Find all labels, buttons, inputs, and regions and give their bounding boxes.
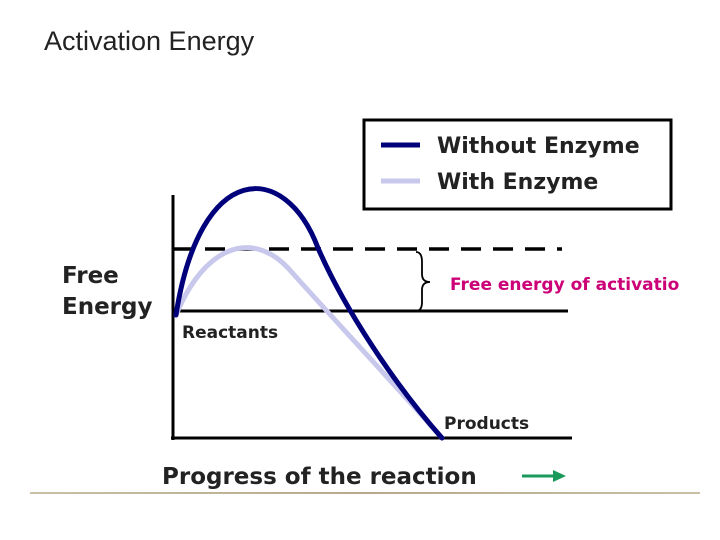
legend: Without Enzyme With Enzyme <box>362 118 673 211</box>
products-label: Products <box>444 414 529 434</box>
y-axis-label-line2: Energy <box>62 294 152 320</box>
activation-label: Free energy of activatio <box>450 275 679 295</box>
reactants-label: Reactants <box>182 323 278 343</box>
without-enzyme-curve <box>173 186 445 441</box>
legend-box <box>362 118 673 211</box>
with-enzyme-curve <box>173 245 445 441</box>
legend-label-with-enzyme: With Enzyme <box>437 170 598 195</box>
progress-arrow <box>522 470 566 482</box>
activation-brace <box>415 251 431 312</box>
legend-label-without-enzyme: Without Enzyme <box>437 134 640 159</box>
slide-title: Activation Energy <box>44 26 255 56</box>
x-axis-label: Progress of the reaction <box>162 464 477 490</box>
y-axis-label-line1: Free <box>62 263 119 289</box>
bottom-divider <box>30 492 700 494</box>
